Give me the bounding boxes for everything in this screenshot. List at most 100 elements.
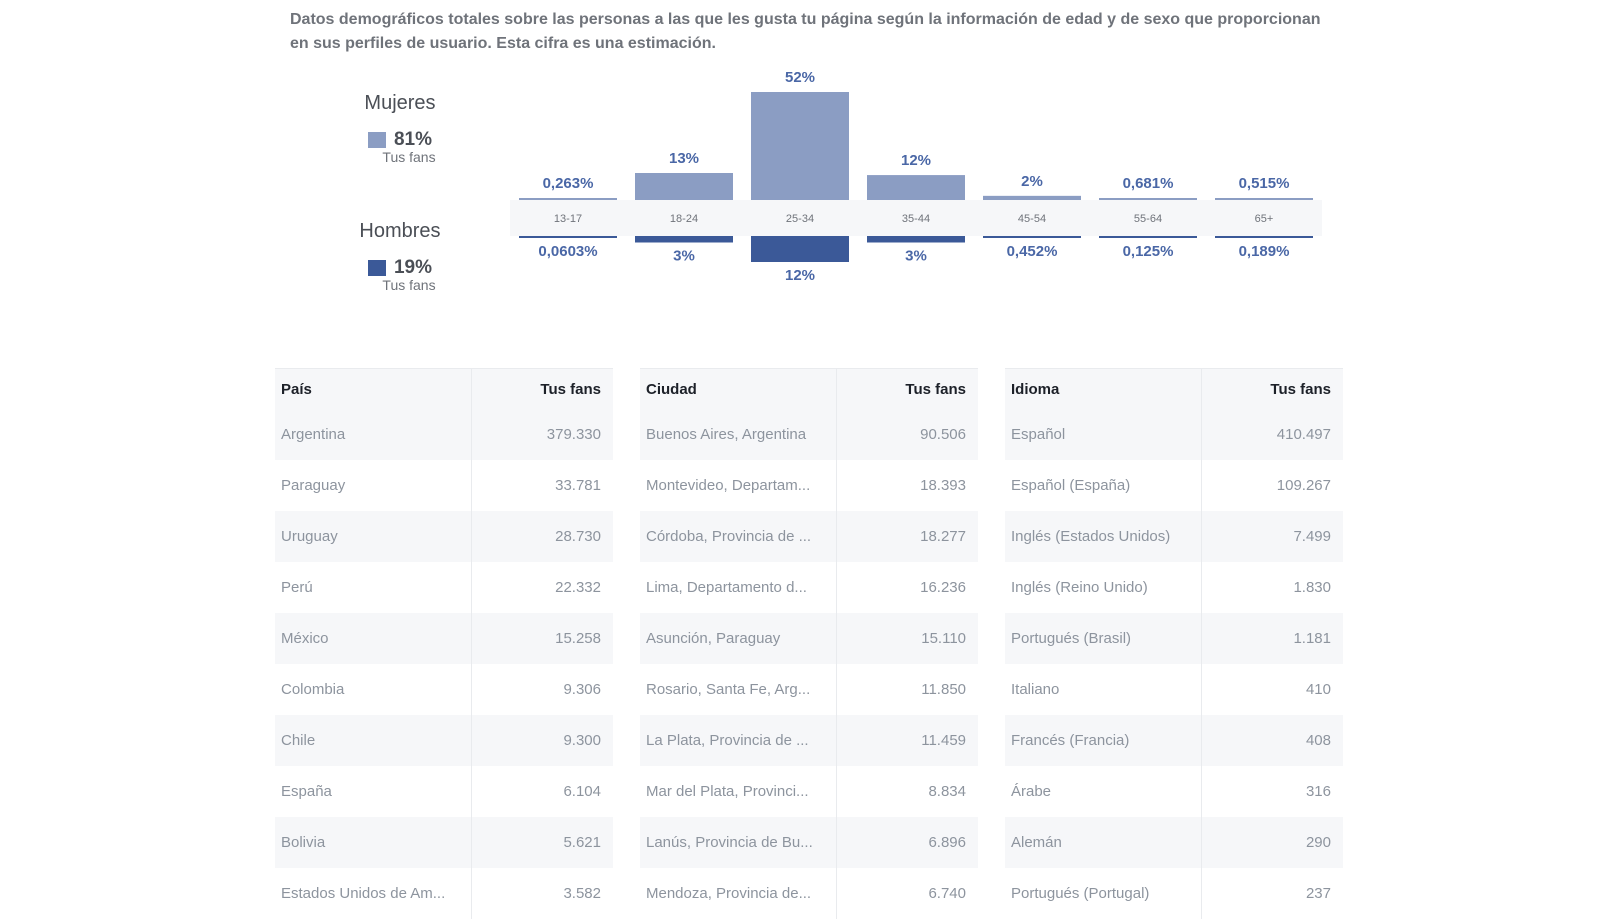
bar-men-18-24: [635, 236, 733, 243]
label-men-65+: 0,189%: [1239, 243, 1290, 260]
table-row: Alemán 290: [1005, 817, 1343, 868]
row-label: Bolivia: [281, 834, 326, 851]
row-label: Córdoba, Provincia de ...: [646, 528, 812, 545]
table-row: Español 410.497: [1005, 409, 1343, 460]
table-row: España 6.104: [275, 766, 613, 817]
row-value: 9.300: [471, 715, 613, 766]
table-row: La Plata, Provincia de ... 11.459: [640, 715, 978, 766]
table-country: País Tus fans Argentina 379.330 Paraguay 33.7…: [275, 368, 613, 919]
bar-women-25-34: [751, 92, 849, 200]
table-row: Portugués (Brasil) 1.181: [1005, 613, 1343, 664]
row-label: Portugués (Portugal): [1011, 885, 1150, 902]
row-label: México: [281, 630, 329, 647]
bar-women-65+: [1215, 198, 1313, 200]
table-row: Mendoza, Provincia de... 6.740: [640, 868, 978, 919]
table-row: Inglés (Reino Unido) 1.830: [1005, 562, 1343, 613]
row-value: 5.621: [471, 817, 613, 868]
row-label: Buenos Aires, Argentina: [646, 426, 807, 443]
women-swatch-icon: [367, 132, 386, 148]
bar-women-35-44: [867, 175, 965, 200]
tick-55-64: 55-64: [1134, 213, 1162, 225]
column-header-fans[interactable]: Tus fans: [471, 369, 613, 409]
row-label: La Plata, Provincia de ...: [646, 732, 809, 749]
row-label: Colombia: [281, 681, 345, 698]
table-row: Mar del Plata, Provinci... 8.834: [640, 766, 978, 817]
label-women-55-64: 0,681%: [1123, 175, 1174, 192]
men-swatch-icon: [367, 260, 386, 276]
label-women-25-34: 52%: [785, 69, 815, 86]
tick-65+: 65+: [1255, 213, 1274, 225]
table-row: Uruguay 28.730: [275, 511, 613, 562]
row-value: 11.459: [836, 715, 978, 766]
legend-men-title: Hombres: [359, 220, 441, 242]
label-women-45-54: 2%: [1021, 173, 1043, 190]
label-women-13-17: 0,263%: [543, 175, 594, 192]
bar-men-65+: [1215, 236, 1313, 238]
row-label: Francés (Francia): [1011, 732, 1130, 749]
column-header-fans[interactable]: Tus fans: [836, 369, 978, 409]
table-row: Lanús, Provincia de Bu... 6.896: [640, 817, 978, 868]
row-label: Inglés (Reino Unido): [1011, 579, 1148, 596]
bar-women-55-64: [1099, 198, 1197, 200]
table-row: Portugués (Portugal) 237: [1005, 868, 1343, 919]
tick-18-24: 18-24: [670, 213, 698, 225]
tick-25-34: 25-34: [786, 213, 814, 225]
table-row: Lima, Departamento d... 16.236: [640, 562, 978, 613]
table-row: Córdoba, Provincia de ... 18.277: [640, 511, 978, 562]
row-label: Argentina: [281, 426, 346, 443]
row-value: 9.306: [471, 664, 613, 715]
table-row: Colombia 9.306: [275, 664, 613, 715]
column-header-language[interactable]: Idioma: [1011, 380, 1060, 398]
row-label: Mar del Plata, Provinci...: [646, 783, 809, 800]
legend-women: Mujeres 81% Tus fans: [340, 92, 460, 165]
row-value: 15.110: [836, 613, 978, 664]
label-women-18-24: 13%: [669, 150, 699, 167]
row-label: Mendoza, Provincia de...: [646, 885, 812, 902]
table-row: Montevideo, Departam... 18.393: [640, 460, 978, 511]
row-value: 410.497: [1201, 409, 1343, 460]
row-label: Español (España): [1011, 477, 1131, 494]
table-row: Rosario, Santa Fe, Arg... 11.850: [640, 664, 978, 715]
row-value: 3.582: [471, 868, 613, 919]
label-men-35-44: 3%: [905, 248, 927, 265]
label-women-65+: 0,515%: [1239, 175, 1290, 192]
bar-men-35-44: [867, 236, 965, 243]
row-value: 237: [1201, 868, 1343, 919]
row-label: Lima, Departamento d...: [646, 579, 807, 596]
table-row: Estados Unidos de Am... 3.582: [275, 868, 613, 919]
table-row: México 15.258: [275, 613, 613, 664]
row-value: 316: [1201, 766, 1343, 817]
legend-men-pct: 19%: [393, 257, 433, 278]
row-value: 6.740: [836, 868, 978, 919]
bar-men-13-17: [519, 236, 617, 238]
row-label: Chile: [281, 732, 316, 749]
table-row: Español (España) 109.267: [1005, 460, 1343, 511]
column-header-city[interactable]: Ciudad: [646, 380, 697, 398]
table-row: Árabe 316: [1005, 766, 1343, 817]
legend-women-pct: 81%: [393, 129, 433, 150]
table-row: Paraguay 33.781: [275, 460, 613, 511]
row-value: 11.850: [836, 664, 978, 715]
row-label: Rosario, Santa Fe, Arg...: [646, 681, 811, 698]
table-row: Bolivia 5.621: [275, 817, 613, 868]
table-row: Inglés (Estados Unidos) 7.499: [1005, 511, 1343, 562]
row-value: 109.267: [1201, 460, 1343, 511]
label-men-25-34: 12%: [785, 267, 815, 284]
table-row: Francés (Francia) 408: [1005, 715, 1343, 766]
bar-women-45-54: [983, 195, 1081, 200]
row-value: 6.104: [471, 766, 613, 817]
column-header-fans[interactable]: Tus fans: [1201, 369, 1343, 409]
row-label: España: [281, 783, 332, 800]
label-men-13-17: 0,0603%: [538, 243, 597, 260]
label-men-18-24: 3%: [673, 248, 695, 265]
column-header-country[interactable]: País: [281, 380, 312, 398]
bar-women-13-17: [519, 198, 617, 200]
tick-13-17: 13-17: [554, 213, 582, 225]
row-label: Uruguay: [281, 528, 338, 545]
bar-men-55-64: [1099, 236, 1197, 238]
row-value: 410: [1201, 664, 1343, 715]
row-label: Asunción, Paraguay: [646, 630, 781, 647]
table-row: Perú 22.332: [275, 562, 613, 613]
label-men-55-64: 0,125%: [1123, 243, 1174, 260]
row-label: Inglés (Estados Unidos): [1011, 528, 1171, 545]
